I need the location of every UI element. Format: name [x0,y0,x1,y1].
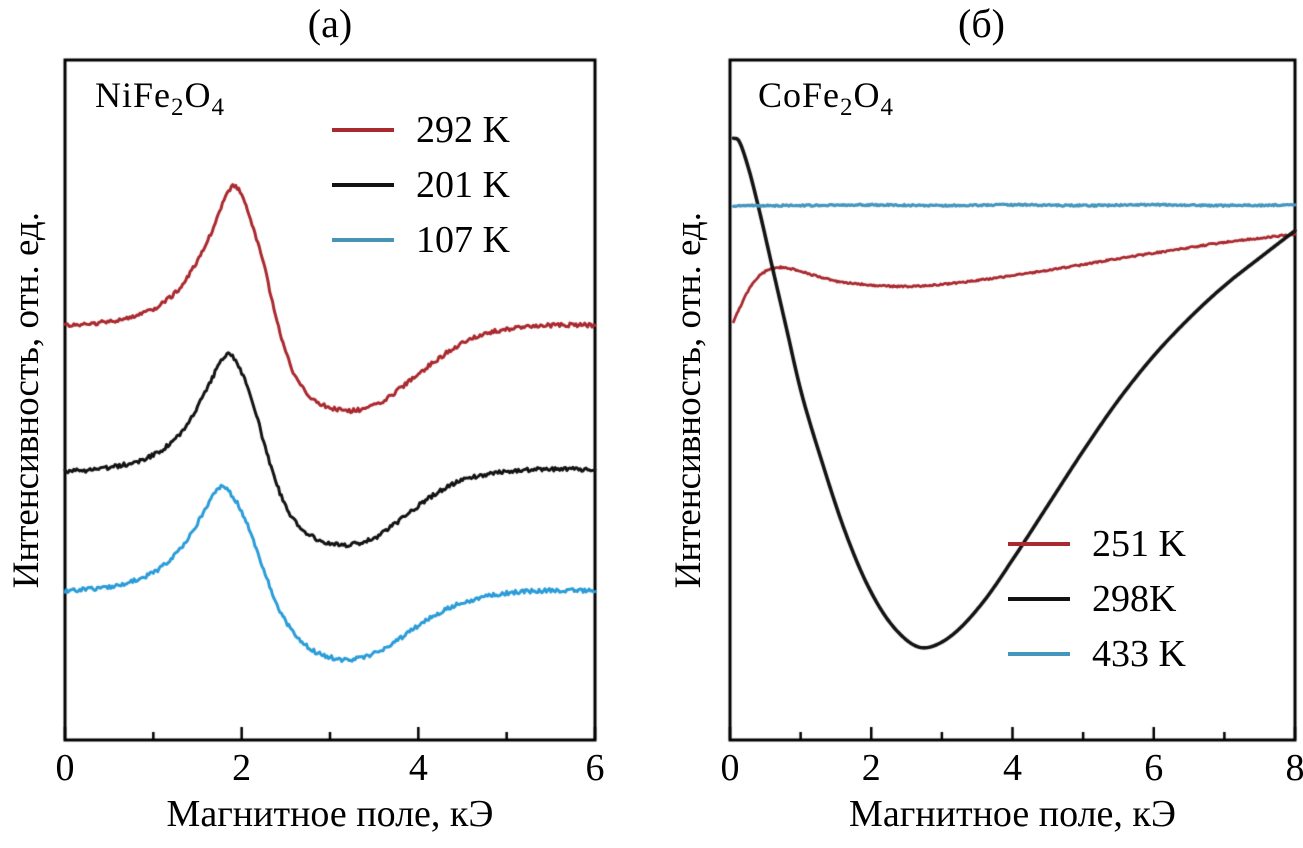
panel-b-plot [660,0,1303,848]
legend-line-swatch [332,127,394,132]
panel-b-y-axis-label: Интенсивность, отн. ед. [667,211,709,589]
x-tick-label: 0 [720,747,740,789]
formula-text: NiFe [95,75,171,115]
legend-item: 298K [1008,571,1186,626]
panel-b-legend: 251 K 298K 433 K [1008,516,1186,681]
panel-a-title: (а) [307,1,353,46]
legend-item: 201 K [332,157,510,212]
panel-a-y-axis-label: Интенсивность, отн. ед. [5,211,47,589]
legend-label: 201 K [416,163,510,206]
x-tick-label: 6 [1144,747,1164,789]
panel-a-y-axis-label-wrap: Интенсивность, отн. ед. [2,60,50,740]
legend-item: 107 K [332,212,510,267]
legend-label: 107 K [416,218,510,261]
panel-b-y-axis-label-wrap: Интенсивность, отн. ед. [664,60,712,740]
legend-label: 251 K [1092,522,1186,565]
x-tick-label: 2 [232,747,252,789]
panel-b-sample-label: CoFe2O4 [758,74,894,122]
formula-sub: 2 [171,94,185,122]
formula-text: O [184,75,212,115]
legend-line-swatch [332,182,394,187]
panel-a-plot [0,0,660,848]
x-tick-label: 8 [1285,747,1303,789]
legend-item: 251 K [1008,516,1186,571]
legend-item: 433 K [1008,626,1186,681]
legend-label: 433 K [1092,632,1186,675]
legend-line-swatch [1008,596,1070,601]
panel-b-x-axis-label: Магнитное поле, кЭ [849,793,1176,835]
panel-a-x-axis-label: Магнитное поле, кЭ [166,793,494,835]
x-tick-label: 0 [55,747,75,789]
formula-sub: 4 [211,94,225,122]
x-tick-label: 2 [861,747,881,789]
panel-a-legend: 292 K 201 K 107 K [332,102,510,267]
legend-line-swatch [1008,651,1070,656]
formula-sub: 2 [840,94,854,122]
legend-label: 292 K [416,108,510,151]
x-tick-label: 6 [585,747,605,789]
panel-a-sample-label: NiFe2O4 [95,74,225,122]
legend-line-swatch [1008,541,1070,546]
panel-b-title: (б) [958,1,1005,46]
legend-label: 298K [1092,577,1177,620]
formula-sub: 4 [880,94,895,122]
x-tick-label: 4 [408,747,428,789]
x-tick-label: 4 [1003,747,1022,789]
formula-text: O [853,75,881,115]
legend-line-swatch [332,237,394,242]
formula-text: CoFe [758,75,841,115]
legend-item: 292 K [332,102,510,157]
